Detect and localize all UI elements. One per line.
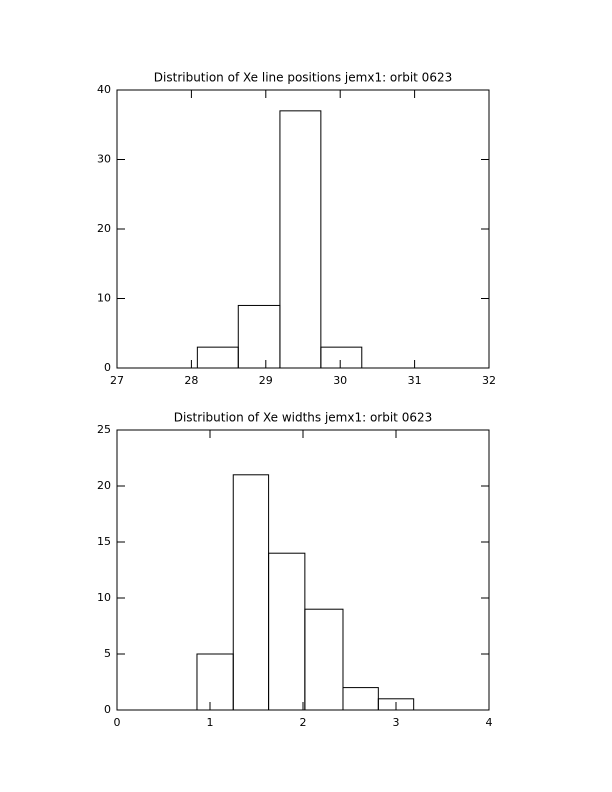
- histogram-bar: [342, 687, 379, 711]
- x-tick-label: 3: [393, 716, 400, 729]
- histogram-bar: [232, 474, 270, 711]
- y-tick-label: 0: [104, 361, 111, 374]
- y-tick-label: 30: [97, 153, 111, 166]
- y-tick-label: 20: [97, 222, 111, 235]
- y-tick-label: 20: [97, 479, 111, 492]
- x-tick-label: 2: [300, 716, 307, 729]
- histogram-bar: [196, 653, 234, 711]
- x-tick-label: 27: [110, 374, 124, 387]
- y-tick-label: 15: [97, 535, 111, 548]
- chart-title: Distribution of Xe line positions jemx1:…: [154, 71, 452, 85]
- y-tick-label: 25: [97, 423, 111, 436]
- chart-title: Distribution of Xe widths jemx1: orbit 0…: [174, 411, 433, 425]
- histogram-bar: [377, 698, 415, 711]
- y-tick-label: 5: [104, 647, 111, 660]
- x-tick-label: 30: [333, 374, 347, 387]
- y-tick-label: 0: [104, 703, 111, 716]
- x-tick-label: 29: [259, 374, 273, 387]
- histogram-bar: [279, 110, 322, 369]
- x-tick-label: 31: [408, 374, 422, 387]
- plot-frame: [116, 89, 490, 369]
- x-tick-label: 0: [114, 716, 121, 729]
- plot-frame: [116, 429, 490, 711]
- histogram-bar: [196, 346, 239, 369]
- y-tick-label: 40: [97, 83, 111, 96]
- y-tick-label: 10: [97, 591, 111, 604]
- x-tick-label: 32: [482, 374, 496, 387]
- histogram-bar: [237, 304, 281, 369]
- histogram-bar: [304, 608, 344, 711]
- x-tick-label: 28: [184, 374, 198, 387]
- histogram-bar: [320, 346, 363, 369]
- y-tick-label: 10: [97, 292, 111, 305]
- histogram-bar: [268, 552, 306, 711]
- x-tick-label: 4: [486, 716, 493, 729]
- x-tick-label: 1: [207, 716, 214, 729]
